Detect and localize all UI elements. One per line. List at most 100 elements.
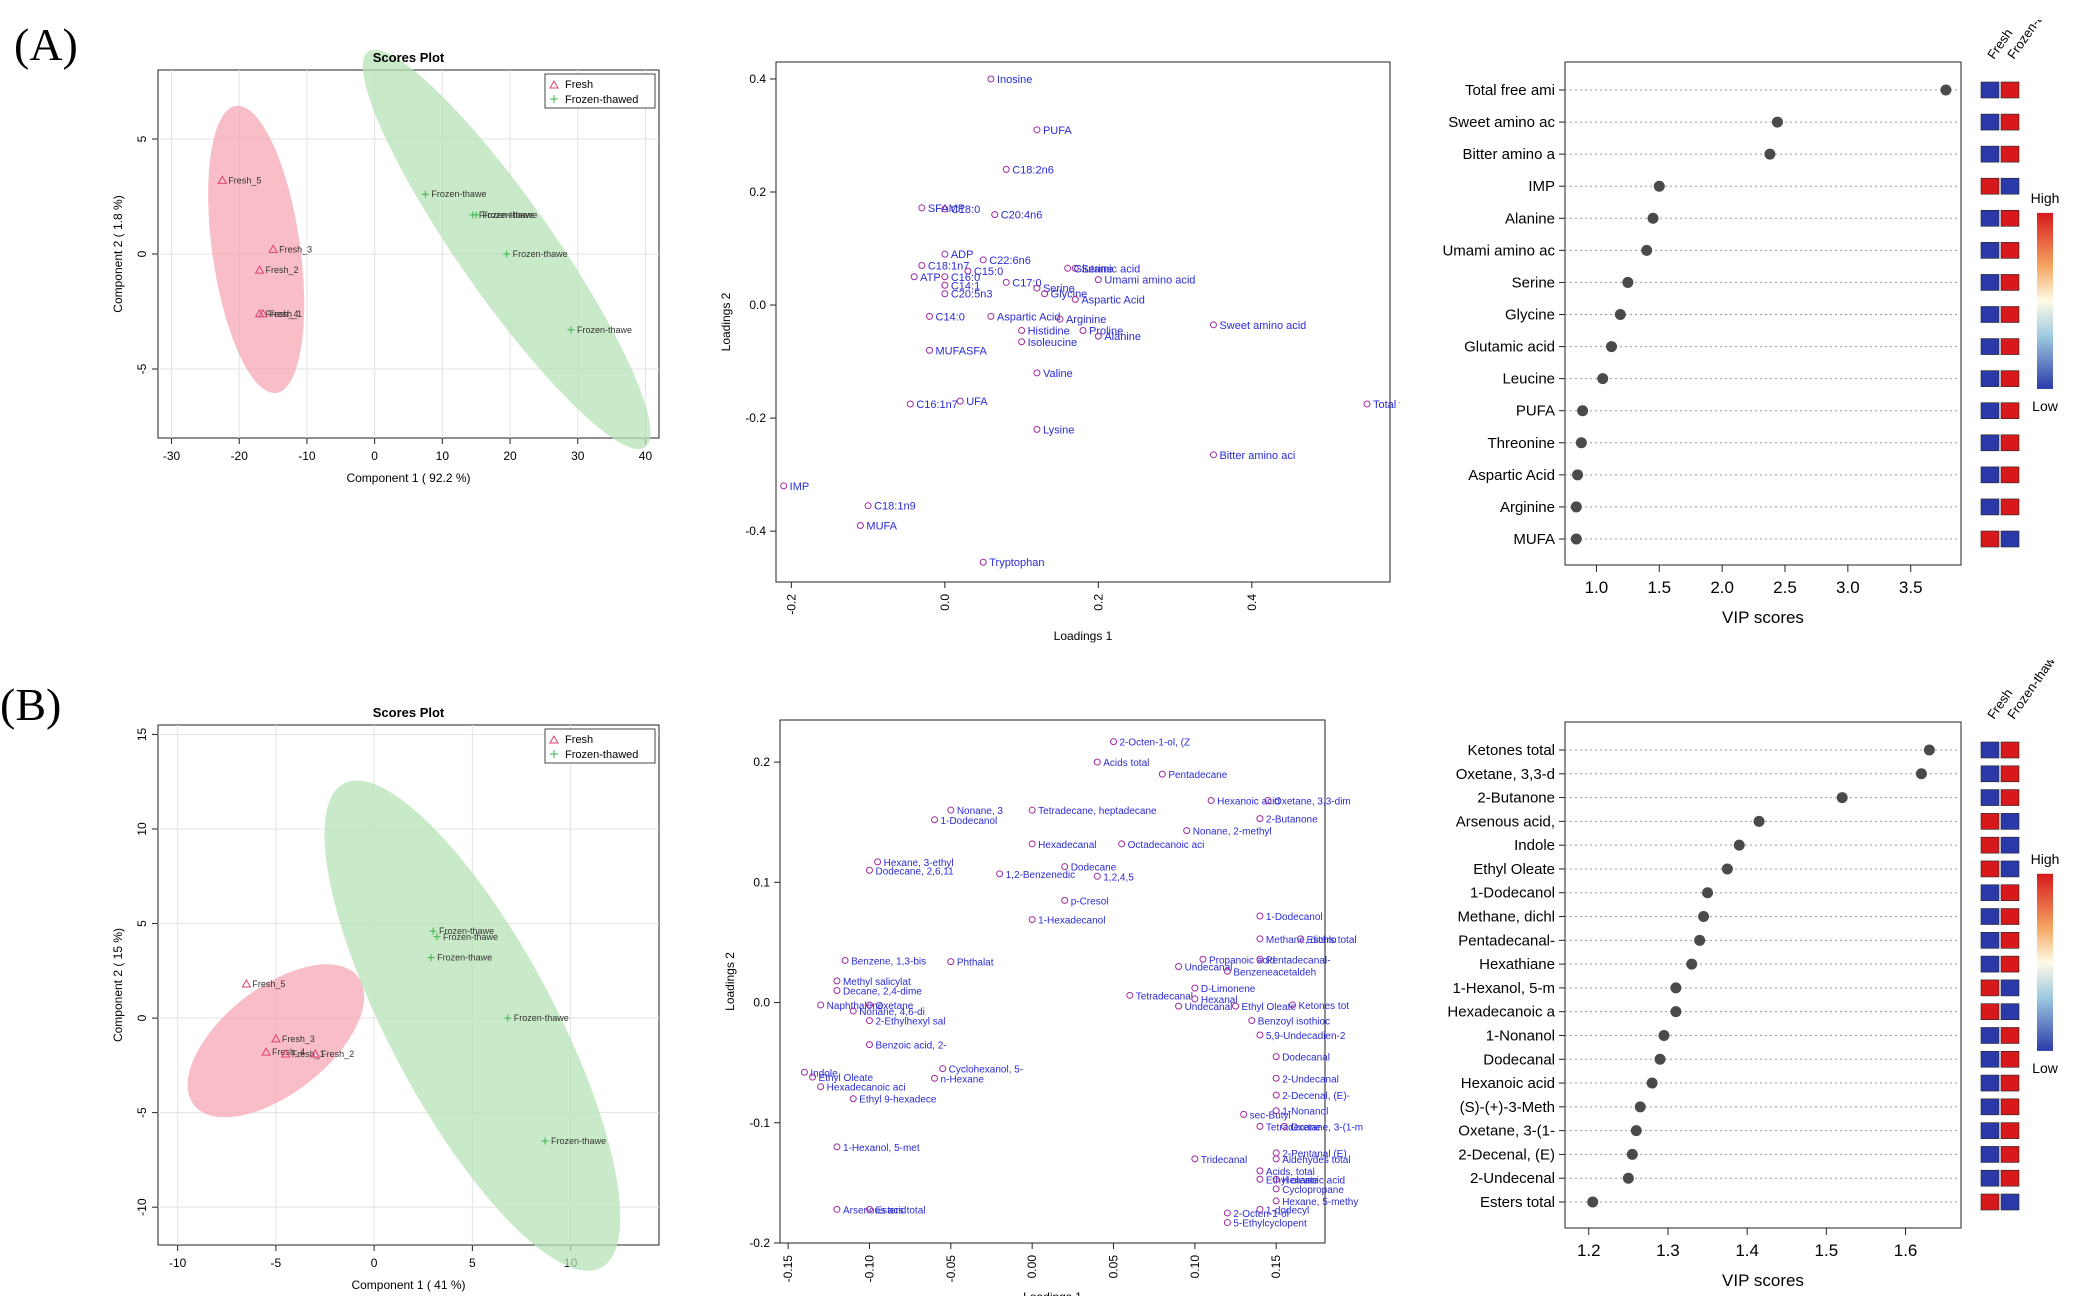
loading-point	[1093, 758, 1101, 766]
vip-point	[1622, 1172, 1634, 1184]
heat-cell-frozen	[2000, 836, 2020, 854]
x-tick-label: 0.10	[1188, 1255, 1202, 1279]
x-tick-label: -0.10	[862, 1255, 876, 1283]
loading-point	[841, 956, 849, 964]
loading-label: 2-Octen-1-ol, (Z	[1120, 738, 1191, 749]
heat-cell-frozen	[2000, 741, 2020, 759]
loading-point	[1033, 425, 1041, 433]
colorbar-high-label: High	[2031, 851, 2060, 867]
x-tick-label: 30	[571, 449, 585, 463]
vip-point	[1694, 934, 1706, 946]
heat-cell-fresh	[1980, 932, 2000, 949]
score-point-fresh	[241, 979, 252, 988]
loading-label: C18:0	[951, 204, 980, 216]
loading-point	[1223, 1209, 1231, 1217]
heat-cell-frozen	[2000, 979, 2020, 997]
heat-cell-fresh	[1980, 955, 2000, 973]
loading-label: MUFASFA	[936, 345, 988, 357]
loading-label: 1-Hexadecanol	[1038, 916, 1105, 927]
feature-label: 1-Hexanol, 5-m	[1452, 980, 1555, 997]
confidence-ellipse	[187, 964, 365, 1118]
y-tick-label: 0.1	[753, 875, 770, 889]
feature-label: 2-Butanone	[1477, 790, 1555, 807]
loading-label: Benzoyl isothioc	[1258, 1017, 1330, 1028]
loading-point	[1191, 1155, 1199, 1163]
loading-label: Methane, dichlo	[1266, 935, 1337, 946]
loading-point	[1272, 1053, 1280, 1061]
vip-point	[1670, 982, 1682, 994]
loading-label: Nonane, 3	[957, 806, 1004, 817]
vip-point	[1753, 815, 1765, 827]
y-tick-label: 0	[135, 1014, 149, 1021]
loading-label: Benzoic acid, 2-	[875, 1041, 946, 1052]
x-axis-label: Component 1 ( 92.2 %)	[346, 471, 470, 485]
legend-label: Frozen-thawed	[565, 94, 638, 106]
score-point-label: Frozen-thawe	[437, 953, 492, 963]
loading-point	[1256, 935, 1264, 943]
feature-label: Hexadecanoic a	[1447, 1004, 1555, 1021]
chart-title: Scores Plot	[373, 705, 445, 720]
loading-point	[931, 816, 939, 824]
loading-point	[987, 312, 995, 320]
colorbar-high-label: High	[2031, 190, 2060, 206]
score-point-fresh	[271, 1033, 281, 1043]
colorbar-low-label: Low	[2032, 1060, 2059, 1076]
loading-point	[849, 1007, 857, 1015]
loading-label: Tetradecane, heptadecane	[1038, 806, 1157, 817]
loading-point	[1064, 264, 1072, 272]
x-tick-label: 40	[639, 449, 653, 463]
score-point-frozen	[504, 1014, 512, 1022]
loading-label: Ethyl 9-hexadece	[859, 1095, 937, 1106]
x-axis-label: VIP scores	[1722, 1271, 1804, 1290]
loading-label: Inosine	[997, 74, 1032, 86]
loading-label: Arsenous acid	[843, 1205, 906, 1216]
y-tick-label: 0.0	[749, 298, 766, 312]
y-tick-label: 5	[135, 135, 149, 142]
y-tick-label: 0.0	[753, 996, 770, 1010]
loading-point	[1272, 1155, 1280, 1163]
loading-point	[1175, 962, 1183, 970]
y-axis-label: Component 2 ( 1.8 %)	[111, 195, 125, 312]
heat-cell-frozen	[2000, 177, 2020, 195]
heat-cell-fresh	[1980, 860, 2000, 878]
x-tick-label: 2.0	[1710, 578, 1734, 597]
loading-point	[1363, 400, 1371, 408]
heat-cell-fresh	[1980, 434, 2000, 452]
feature-label: Oxetane, 3-(1-	[1458, 1123, 1555, 1140]
heat-cell-fresh	[1980, 81, 2000, 99]
confidence-ellipse	[208, 105, 305, 394]
heat-cell-fresh	[1980, 836, 2000, 854]
loading-point	[918, 261, 926, 269]
loading-label: C17:0	[1012, 277, 1041, 289]
vip-point	[1771, 116, 1783, 128]
vip-point	[1577, 405, 1589, 417]
score-point-label: Frozen-thawe	[431, 189, 486, 199]
legend-marker-fresh	[549, 734, 559, 744]
loading-point	[956, 397, 964, 405]
loading-point	[1033, 369, 1041, 377]
loading-point	[996, 870, 1004, 878]
loading-point	[1207, 797, 1215, 805]
loading-label: Ethyl Oleate	[1242, 1002, 1297, 1013]
heat-cell-fresh	[1980, 765, 2000, 783]
loading-point	[1018, 338, 1026, 346]
score-point-label: Fresh_1	[292, 1049, 325, 1059]
vip-point	[1587, 1196, 1599, 1208]
x-tick-label: 0.0	[938, 594, 952, 611]
feature-label: Pentadecanal-	[1458, 932, 1555, 949]
x-tick-label: -10	[169, 1256, 187, 1270]
heat-cell-frozen	[2000, 1098, 2020, 1116]
loading-point	[833, 1205, 841, 1213]
loading-label: D-Limonene	[1201, 984, 1256, 995]
score-point-label: Fresh_3	[282, 1034, 315, 1044]
loading-point	[865, 1041, 873, 1049]
loading-label: Hexane, 3-ethyl	[884, 858, 954, 869]
heatmap-column-label: Frozen-thawed	[2004, 20, 2066, 62]
score-point-label: Frozen-thawe	[514, 1013, 569, 1023]
x-tick-label: -20	[231, 449, 249, 463]
feature-label: MUFA	[1513, 531, 1555, 548]
loading-point	[1272, 1197, 1280, 1205]
heat-cell-fresh	[1980, 466, 2000, 484]
loading-label: Aldehydes total	[1282, 1155, 1350, 1166]
x-tick-label: 1.5	[1815, 1241, 1839, 1260]
